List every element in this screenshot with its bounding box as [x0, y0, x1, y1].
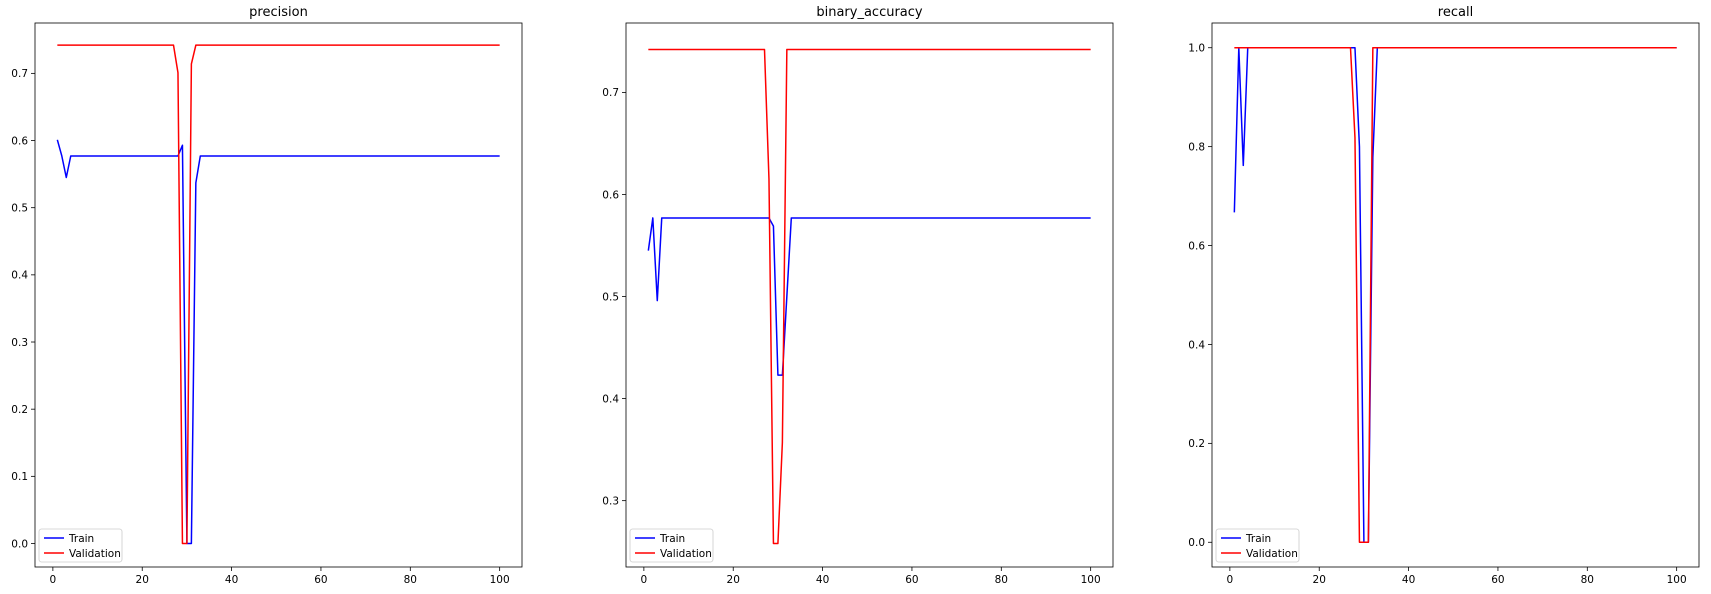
- x-tick-label: 80: [404, 574, 417, 586]
- legend-label-validation: Validation: [69, 548, 121, 560]
- x-tick-label: 100: [1667, 574, 1687, 586]
- series-line-validation: [57, 44, 500, 545]
- x-tick-label: 20: [1313, 574, 1326, 586]
- x-tick-label: 60: [1491, 574, 1504, 586]
- series-group: [647, 48, 1091, 545]
- chart-title: recall: [1438, 5, 1473, 20]
- y-tick-label: 0.5: [11, 202, 28, 214]
- series-line-validation: [1234, 46, 1677, 544]
- series-line-validation: [648, 48, 1091, 545]
- y-tick-label: 0.6: [11, 135, 28, 147]
- y-tick-label: 0.0: [11, 538, 28, 550]
- subplot-precision: precision 0 20 40 60 80 100 0.0 0.1 0.2 0.3 0.4 0.5 0…: [11, 5, 523, 586]
- x-tick-label: 20: [136, 574, 149, 586]
- y-tick-label: 0.4: [11, 270, 28, 282]
- y-tick-label: 0.1: [11, 471, 28, 483]
- subplot-binary-accuracy: binary_accuracy 0 20 40 60 80 100 0.3 0.4 0.5 0.6 0…: [602, 5, 1114, 586]
- y-tick-label: 0.0: [1188, 537, 1205, 549]
- y-tick-label: 0.5: [602, 291, 619, 303]
- y-tick-label: 1.0: [1188, 43, 1205, 55]
- y-tick-label: 0.3: [602, 495, 619, 507]
- y-tick-label: 0.6: [1188, 240, 1205, 252]
- x-tick-label: 0: [1227, 574, 1234, 586]
- x-tick-label: 60: [905, 574, 918, 586]
- x-tick-label: 80: [995, 574, 1008, 586]
- y-tick-label: 0.2: [11, 404, 28, 416]
- axes-frame: [1211, 22, 1700, 568]
- legend-label-train: Train: [659, 533, 685, 545]
- series-line-train: [1233, 46, 1677, 544]
- legend: Train Validation: [629, 528, 714, 563]
- legend: Train Validation: [38, 528, 123, 563]
- chart-title: precision: [249, 5, 308, 20]
- y-tick-label: 0.8: [1188, 141, 1205, 153]
- subplot-recall: recall 0 20 40 60 80 100 0.0 0.2 0.4 0.6 0.8 1.0 Trai…: [1188, 5, 1700, 586]
- y-tick-label: 0.3: [11, 337, 28, 349]
- x-tick-label: 80: [1581, 574, 1594, 586]
- y-tick-label: 0.6: [602, 189, 619, 201]
- legend-label-train: Train: [1245, 533, 1271, 545]
- x-tick-label: 40: [225, 574, 238, 586]
- x-tick-label: 0: [641, 574, 648, 586]
- y-tick-label: 0.7: [11, 68, 28, 80]
- y-tick-label: 0.4: [1188, 339, 1205, 351]
- series-line-train: [56, 139, 500, 545]
- legend: Train Validation: [1215, 528, 1300, 563]
- chart-title: binary_accuracy: [816, 5, 923, 20]
- x-tick-label: 60: [314, 574, 327, 586]
- series-group: [1233, 46, 1677, 544]
- y-tick-label: 0.4: [602, 393, 619, 405]
- legend-label-validation: Validation: [660, 548, 712, 560]
- x-tick-label: 100: [1081, 574, 1101, 586]
- axes-frame: [34, 22, 523, 568]
- x-tick-label: 40: [816, 574, 829, 586]
- x-tick-label: 40: [1402, 574, 1415, 586]
- x-tick-label: 20: [727, 574, 740, 586]
- y-tick-label: 0.7: [602, 87, 619, 99]
- series-group: [56, 44, 500, 545]
- y-tick-label: 0.2: [1188, 438, 1205, 450]
- series-line-train: [647, 217, 1091, 376]
- x-tick-label: 0: [50, 574, 57, 586]
- x-tick-label: 100: [490, 574, 510, 586]
- legend-label-train: Train: [68, 533, 94, 545]
- legend-label-validation: Validation: [1246, 548, 1298, 560]
- axes-frame: [625, 22, 1114, 568]
